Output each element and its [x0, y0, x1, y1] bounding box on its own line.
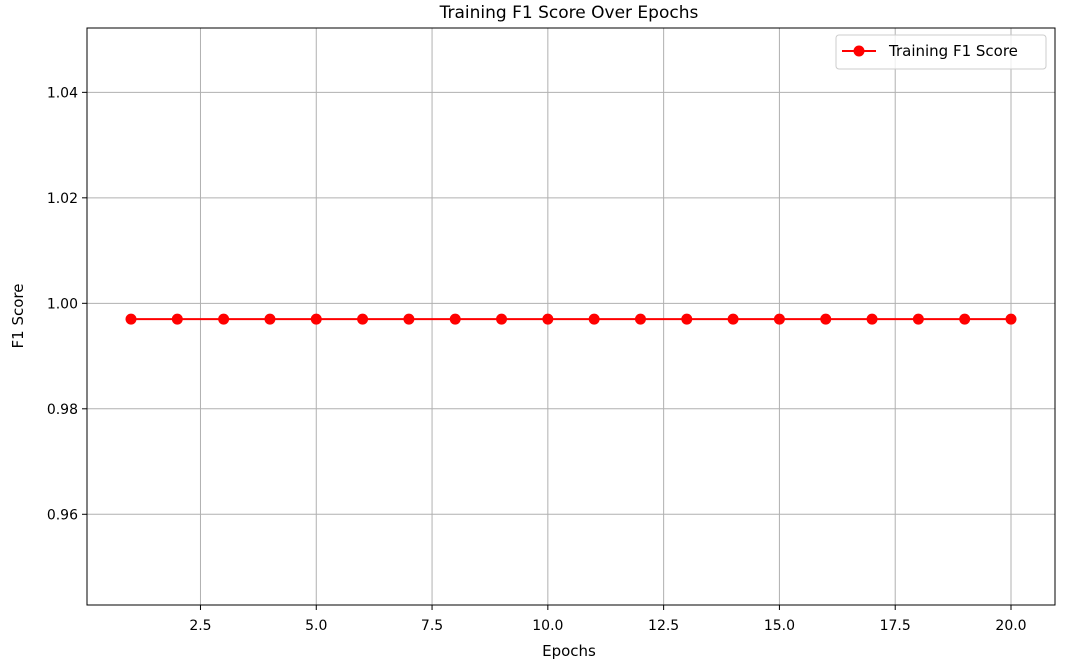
- data-point: [125, 313, 137, 325]
- data-point: [171, 313, 183, 325]
- y-tick-label: 1.00: [47, 296, 78, 312]
- y-tick-label: 0.98: [47, 402, 78, 418]
- data-point: [403, 313, 415, 325]
- data-point: [449, 313, 461, 325]
- data-point: [820, 313, 832, 325]
- x-tick-label: 12.5: [648, 618, 679, 634]
- x-tick-label: 15.0: [764, 618, 795, 634]
- y-tick-label: 1.02: [47, 191, 78, 207]
- data-point: [727, 313, 739, 325]
- data-point: [310, 313, 322, 325]
- data-point: [496, 313, 508, 325]
- data-point: [773, 313, 785, 325]
- y-tick-label: 0.96: [47, 507, 78, 523]
- legend-box: [835, 34, 1047, 70]
- data-point: [866, 313, 878, 325]
- data-point: [218, 313, 230, 325]
- x-tick-label: 2.5: [189, 618, 211, 634]
- y-axis-ticks: 0.96 0.98 1.00 1.02 1.04: [47, 85, 87, 523]
- data-point: [634, 313, 646, 325]
- legend-entry-training-f1-score: Training F1 Score: [888, 42, 1018, 60]
- data-point: [588, 313, 600, 325]
- grid: [87, 28, 1055, 605]
- x-tick-label: 7.5: [421, 618, 443, 634]
- plot-area-frame: [86, 27, 1056, 606]
- x-tick-label: 17.5: [880, 618, 911, 634]
- x-tick-label: 20.0: [995, 618, 1026, 634]
- data-point: [264, 313, 276, 325]
- data-point: [542, 313, 554, 325]
- x-tick-label: 5.0: [305, 618, 327, 634]
- x-axis-label: Epochs: [542, 642, 596, 660]
- data-point: [959, 313, 971, 325]
- data-point: [912, 313, 924, 325]
- x-axis-ticks: 2.5 5.0 7.5 10.0 12.5 15.0 17.5 20.0: [189, 605, 1027, 634]
- y-tick-label: 1.04: [47, 85, 78, 101]
- chart-title: Training F1 Score Over Epochs: [439, 3, 699, 23]
- data-point: [357, 313, 369, 325]
- data-point: [1005, 313, 1017, 325]
- legend-marker-swatch: [853, 45, 865, 57]
- y-axis-label: F1 Score: [9, 284, 27, 349]
- data-point: [681, 313, 693, 325]
- series-layer: [125, 313, 1017, 325]
- x-tick-label: 10.0: [532, 618, 563, 634]
- legend: Training F1 Score: [835, 34, 1047, 70]
